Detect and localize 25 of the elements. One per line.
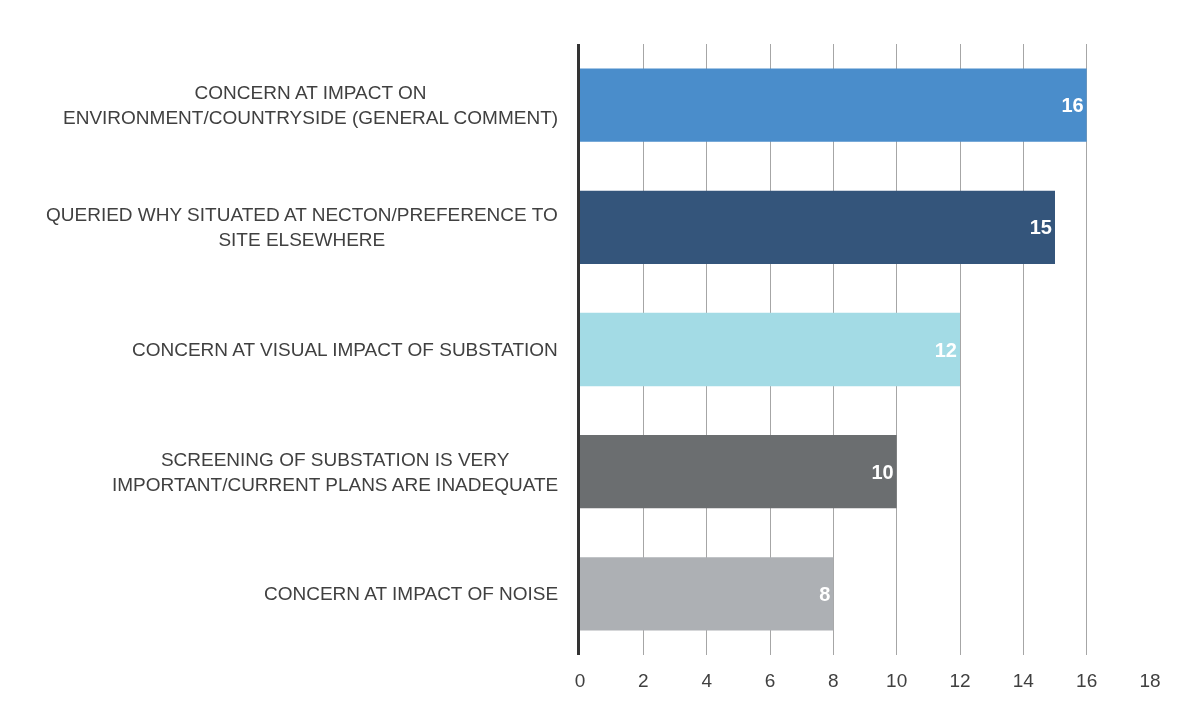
data-label: 15	[1029, 216, 1052, 239]
x-tick-label: 16	[1076, 670, 1098, 691]
bar	[580, 190, 1055, 264]
y-tick-label: SCREENING OF SUBSTATION IS VERY IMPORTANT/CURRENT PLANS ARE INADEQUATE	[112, 449, 559, 495]
y-tick-label: CONCERN AT VISUAL IMPACT OF SUBSTATION	[132, 339, 558, 360]
data-label: 12	[934, 338, 957, 361]
bar	[580, 312, 960, 387]
y-tick-label: CONCERN AT IMPACT OF NOISE	[264, 583, 559, 604]
y-tick-label: CONCERN AT IMPACT ON ENVIRONMENT/COUNTRYSIDE (GENERAL COMMENT)	[63, 82, 559, 128]
bar	[580, 557, 834, 631]
data-label: 16	[1061, 94, 1084, 117]
x-tick-label: 18	[1139, 670, 1161, 691]
x-tick-label: 12	[949, 670, 971, 691]
data-label: 8	[819, 582, 831, 605]
x-tick-label: 2	[638, 670, 649, 691]
x-tick-label: 10	[886, 670, 908, 691]
x-tick-label: 8	[828, 670, 839, 691]
x-tick-label: 14	[1012, 670, 1035, 691]
bar	[580, 68, 1087, 142]
y-tick-label: QUERIED WHY SITUATED AT NECTON/PREFERENCE TO SITE ELSEWHERE	[46, 204, 558, 250]
x-tick-label: 0	[574, 670, 586, 691]
data-label: 10	[871, 460, 894, 483]
bar	[580, 435, 897, 509]
x-tick-label: 6	[764, 670, 776, 691]
x-tick-label: 4	[701, 670, 713, 691]
